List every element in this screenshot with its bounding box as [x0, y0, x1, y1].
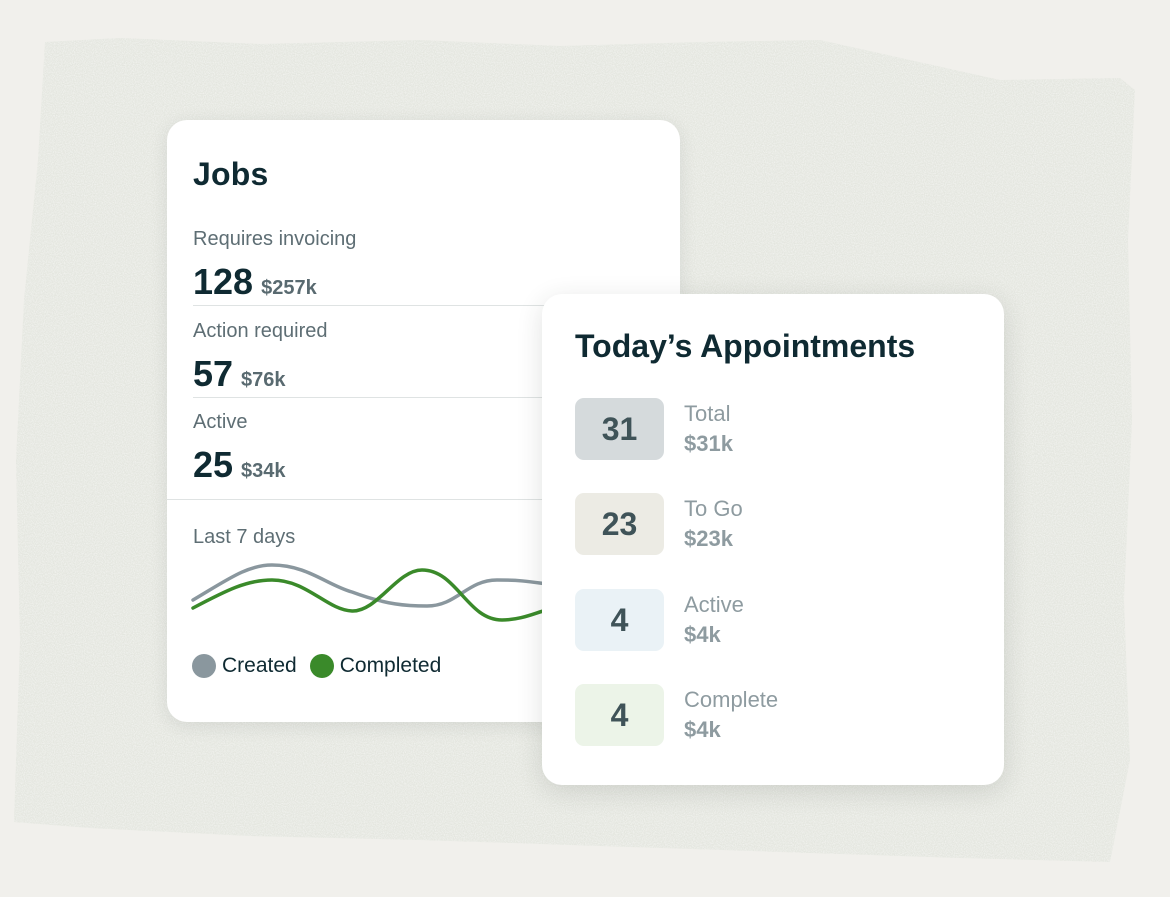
- created-series-line: [191, 563, 569, 608]
- appointment-amount: $23k: [684, 526, 733, 551]
- appointment-label: Complete: [684, 687, 779, 712]
- created-dot-icon: [192, 654, 216, 678]
- appointment-row-active[interactable]: 4 Active $4k: [575, 589, 744, 651]
- jobs-row-amount: $257k: [261, 277, 317, 299]
- completed-dot-icon: [309, 654, 334, 678]
- appointments-title: Today’s Appointments: [575, 328, 916, 364]
- appointment-row-total[interactable]: 31 Total $31k: [575, 398, 733, 460]
- appointment-amount: $31k: [684, 431, 733, 456]
- jobs-row-action-required[interactable]: Action required 57 $76k: [193, 320, 680, 395]
- appointment-count-badge: 4: [575, 589, 664, 651]
- jobs-row-requires-invoicing[interactable]: Requires invoicing 128 $257k: [193, 228, 680, 303]
- appointments-card: Today’s Appointments 31 Total $31k 23 To…: [542, 294, 1004, 785]
- appointment-label: Active: [684, 592, 744, 617]
- jobs-row-count: 57: [193, 353, 234, 394]
- jobs-row-label: Active: [193, 411, 248, 433]
- legend-item-completed[interactable]: Completed: [309, 654, 442, 678]
- legend-label: Completed: [339, 654, 442, 677]
- appointment-count-badge: 23: [575, 493, 664, 555]
- jobs-row-label: Requires invoicing: [193, 228, 357, 250]
- jobs-row-label: Action required: [193, 320, 328, 342]
- appointment-label: Total: [684, 401, 731, 426]
- appointment-label: To Go: [684, 496, 743, 521]
- row-divider: [193, 305, 680, 306]
- jobs-row-amount: $34k: [241, 460, 286, 482]
- jobs-title: Jobs: [193, 156, 269, 192]
- appointment-count-badge: 4: [575, 684, 664, 746]
- section-divider: [167, 499, 680, 500]
- appointment-row-complete[interactable]: 4 Complete $4k: [575, 684, 778, 746]
- completed-series-line: [191, 568, 569, 622]
- row-divider: [193, 397, 680, 398]
- legend-label: Created: [222, 654, 297, 677]
- jobs-row-amount: $76k: [241, 369, 286, 391]
- trend-period-label: Last 7 days: [193, 526, 296, 548]
- appointment-count-badge: 31: [575, 398, 664, 460]
- appointment-amount: $4k: [684, 717, 721, 742]
- legend-item-created[interactable]: Created: [192, 654, 297, 678]
- jobs-row-count: 128: [193, 261, 254, 302]
- jobs-row-active[interactable]: Active 25 $34k: [193, 411, 680, 486]
- jobs-trend-sparkline: [191, 563, 569, 622]
- jobs-row-count: 25: [193, 444, 234, 485]
- chart-legend: Created Completed: [192, 654, 454, 678]
- appointment-amount: $4k: [684, 622, 721, 647]
- appointment-row-to-go[interactable]: 23 To Go $23k: [575, 493, 743, 555]
